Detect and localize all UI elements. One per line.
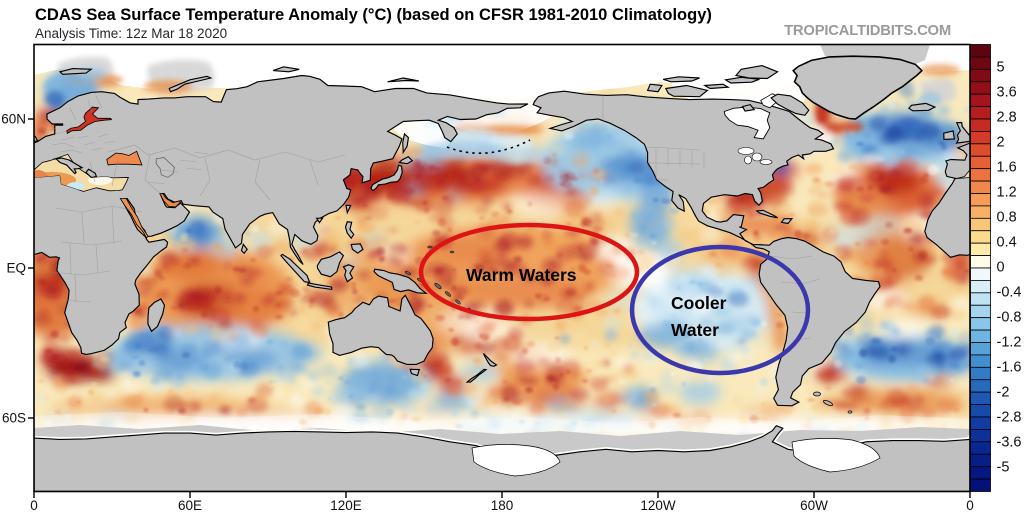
svg-text:-0.8: -0.8 — [997, 310, 1022, 326]
svg-text:-2: -2 — [997, 385, 1010, 401]
svg-text:-5: -5 — [997, 460, 1010, 476]
svg-text:Cooler: Cooler — [671, 293, 727, 313]
svg-text:2: 2 — [997, 135, 1005, 151]
svg-text:Analysis Time: 12z Mar 18 2020: Analysis Time: 12z Mar 18 2020 — [35, 26, 227, 41]
svg-text:60E: 60E — [178, 498, 202, 512]
svg-text:Warm Waters: Warm Waters — [466, 265, 577, 285]
svg-text:1.6: 1.6 — [997, 160, 1017, 176]
svg-text:2.8: 2.8 — [997, 110, 1017, 126]
svg-text:1.2: 1.2 — [997, 185, 1017, 201]
svg-text:60N: 60N — [1, 112, 26, 127]
svg-text:0: 0 — [997, 260, 1005, 276]
svg-text:120E: 120E — [330, 498, 362, 512]
svg-text:5: 5 — [997, 60, 1005, 76]
svg-text:CDAS Sea Surface Temperature A: CDAS Sea Surface Temperature Anomaly (°C… — [35, 6, 712, 24]
svg-text:0: 0 — [30, 498, 38, 512]
svg-text:-0.4: -0.4 — [997, 285, 1022, 301]
svg-text:-2.8: -2.8 — [997, 410, 1022, 426]
svg-text:0: 0 — [966, 498, 974, 512]
svg-text:60S: 60S — [2, 411, 26, 426]
svg-text:-1.6: -1.6 — [997, 360, 1022, 376]
svg-text:0.8: 0.8 — [997, 210, 1017, 226]
svg-text:3.6: 3.6 — [997, 85, 1017, 101]
svg-text:120W: 120W — [640, 498, 676, 512]
svg-text:0.4: 0.4 — [997, 235, 1017, 251]
svg-text:180: 180 — [491, 498, 514, 512]
svg-text:-1.2: -1.2 — [997, 335, 1022, 351]
svg-text:Water: Water — [671, 320, 719, 340]
svg-text:EQ: EQ — [6, 261, 26, 276]
svg-text:-3.6: -3.6 — [997, 435, 1022, 451]
svg-text:TROPICALTIDBITS.COM: TROPICALTIDBITS.COM — [784, 23, 951, 39]
svg-text:60W: 60W — [800, 498, 828, 512]
